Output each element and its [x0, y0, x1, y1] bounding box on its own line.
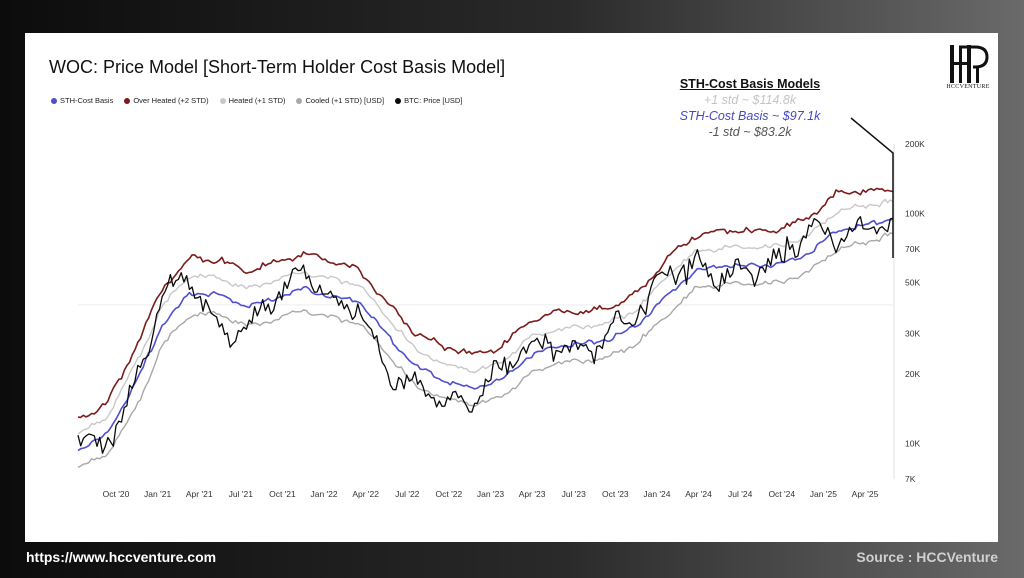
x-tick-label: Jan '23	[477, 489, 504, 499]
x-tick-label: Oct '22	[436, 489, 463, 499]
y-tick-label: 30K	[905, 329, 920, 339]
legend-label: BTC: Price [USD]	[404, 96, 463, 105]
legend-dot	[395, 97, 402, 104]
x-tick-label: Apr '23	[519, 489, 546, 499]
series-line-price	[77, 216, 894, 454]
chart-plot: 7K 10K 20K 30K 50K 70K 100K 200K Oct '20 Jan '21 A…	[77, 117, 925, 499]
legend-dot	[51, 97, 57, 104]
series-line-over-heated	[77, 187, 894, 419]
annotation-box: STH-Cost Basis Models +1 std ~ $114.8k S…	[665, 76, 835, 140]
legend-item-price: BTC: Price [USD]	[395, 96, 462, 105]
x-tick-label: Jul '21	[229, 489, 254, 499]
y-tick-label: 200K	[905, 139, 925, 149]
legend-label: Heated (+1 STD)	[228, 96, 286, 105]
annotation-heading: STH-Cost Basis Models	[679, 77, 821, 91]
x-tick-label: Jan '24	[643, 489, 670, 499]
x-tick-label: Jul '22	[395, 489, 420, 499]
y-tick-label: 50K	[905, 278, 920, 288]
legend-dot	[296, 97, 303, 104]
x-tick-label: Jan '25	[810, 489, 837, 499]
series-line-heated	[77, 198, 894, 435]
footer-url[interactable]: https://www.hccventure.com	[26, 549, 217, 565]
logo-text: HCCVENTURE	[946, 84, 990, 90]
x-tick-label: Oct '24	[768, 489, 795, 499]
x-tick-label: Oct '21	[269, 489, 296, 499]
chart-title: WOC: Price Model [Short-Term Holder Cost…	[49, 57, 506, 77]
annotation-minus-std: -1 std ~ $83.2k	[708, 125, 792, 139]
x-tick-label: Oct '20	[103, 489, 130, 499]
y-tick-label: 10K	[905, 438, 920, 448]
x-tick-label: Oct '23	[602, 489, 629, 499]
y-tick-label: 20K	[905, 369, 920, 379]
annotation-sth-cost-basis: STH-Cost Basis ~ $97.1k	[679, 109, 821, 123]
x-tick-label: Jan '22	[310, 489, 337, 499]
x-tick-label: Jul '23	[562, 489, 587, 499]
x-tick-label: Apr '22	[352, 489, 379, 499]
legend-label: Cooled (+1 STD) [USD]	[305, 96, 385, 105]
series-line-sth	[77, 218, 894, 452]
x-tick-label: Apr '25	[852, 489, 879, 499]
annotation-pointer-line	[850, 117, 894, 258]
x-tick-label: Jan '21	[144, 489, 171, 499]
legend-item-sth: STH-Cost Basis	[51, 96, 113, 105]
x-tick-label: Apr '21	[186, 489, 213, 499]
hccventure-logo	[950, 45, 989, 83]
legend-dot	[219, 97, 226, 104]
annotation-plus-std: +1 std ~ $114.8k	[703, 93, 797, 107]
series-line-cooled	[77, 232, 894, 469]
y-tick-label: 70K	[905, 244, 920, 254]
chart-card: WOC: Price Model [Short-Term Holder Cost…	[25, 33, 998, 542]
x-tick-label: Apr '24	[685, 489, 712, 499]
x-tick-label: Jul '24	[728, 489, 753, 499]
legend-label: STH-Cost Basis	[60, 96, 114, 105]
legend-item-over-heated: Over Heated (+2 STD)	[124, 96, 209, 105]
legend-label: Over Heated (+2 STD)	[133, 96, 209, 105]
chart-legend: STH-Cost Basis Over Heated (+2 STD) Heated…	[51, 96, 462, 105]
footer-source: Source : HCCVenture	[856, 549, 998, 565]
y-tick-label: 7K	[905, 474, 916, 484]
legend-item-cooled: Cooled (+1 STD) [USD]	[296, 96, 384, 105]
y-tick-label: 100K	[905, 208, 925, 218]
legend-item-heated: Heated (+1 STD)	[219, 96, 286, 105]
legend-dot	[124, 97, 131, 104]
